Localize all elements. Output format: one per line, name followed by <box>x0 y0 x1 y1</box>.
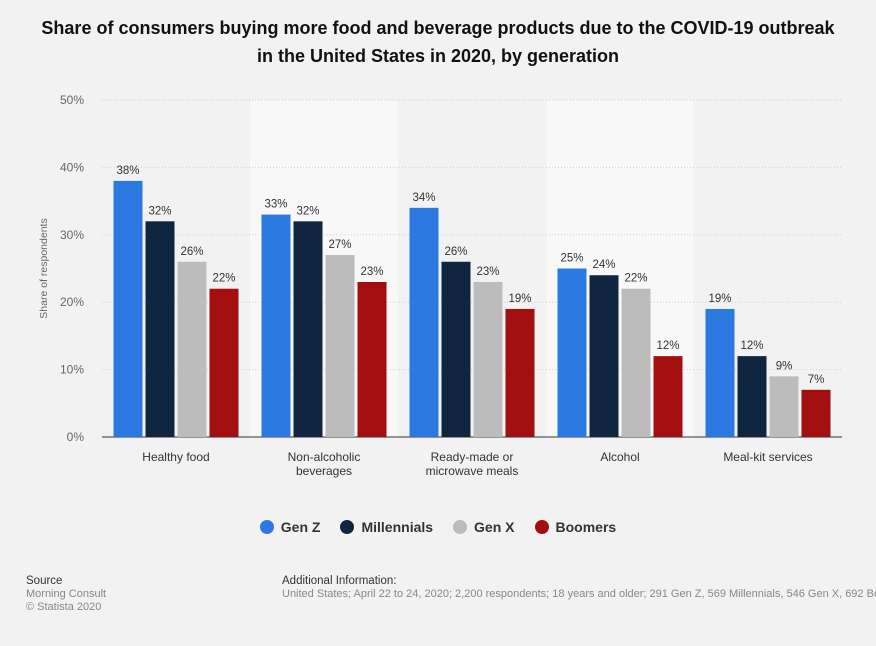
legend-marker <box>453 520 468 534</box>
data-label: 27% <box>328 239 351 251</box>
legend-marker <box>534 520 549 534</box>
source-block: Source Morning Consult © Statista 2020 <box>26 575 106 614</box>
bar-gen-x <box>177 261 207 437</box>
bar-gen-x <box>621 288 651 437</box>
data-label: 23% <box>476 266 499 278</box>
x-tick-label: Healthy food <box>142 450 209 464</box>
bar-millennials <box>441 261 471 437</box>
data-label: 19% <box>508 293 531 305</box>
x-tick-label: Meal-kit services <box>723 450 812 464</box>
data-label: 24% <box>592 259 615 271</box>
legend-item-boomers[interactable]: Boomers <box>534 519 617 535</box>
data-label: 23% <box>360 266 383 278</box>
bar-gen-x <box>473 281 503 437</box>
bar-gen-x <box>769 376 799 437</box>
data-label: 33% <box>264 199 287 211</box>
copyright-line: © Statista 2020 <box>26 601 102 613</box>
data-label: 32% <box>296 205 319 217</box>
bar-gen-z <box>261 214 291 437</box>
legend-label: Boomers <box>555 519 617 535</box>
legend-item-gen-x[interactable]: Gen X <box>453 519 515 535</box>
bar-gen-z <box>113 180 143 437</box>
chart-title: Share of consumers buying more food and … <box>41 18 835 66</box>
bar-millennials <box>737 356 767 437</box>
data-label: 22% <box>624 273 647 285</box>
legend-item-millennials[interactable]: Millennials <box>340 519 433 535</box>
bar-millennials <box>145 221 175 437</box>
data-label: 19% <box>708 293 731 305</box>
source-heading: Source <box>26 575 63 587</box>
bar-boomers <box>801 389 831 437</box>
additional-info-heading: Additional Information: <box>282 575 397 587</box>
y-tick-label: 40% <box>60 160 84 174</box>
y-tick-label: 30% <box>60 228 84 242</box>
data-label: 12% <box>740 340 763 352</box>
legend-label: Gen X <box>474 519 515 535</box>
bar-gen-z <box>409 207 439 437</box>
y-axis-title: Share of respondents <box>38 218 50 318</box>
source-line: Morning Consult <box>26 588 107 600</box>
y-tick-label: 20% <box>60 295 84 309</box>
x-tick-label: Ready-made or <box>431 450 514 464</box>
bar-gen-x <box>325 255 355 437</box>
bar-millennials <box>293 221 323 437</box>
data-label: 9% <box>776 360 793 372</box>
x-tick-label: beverages <box>296 464 352 478</box>
bar-boomers <box>653 356 683 437</box>
data-label: 32% <box>148 205 171 217</box>
legend-item-gen-z[interactable]: Gen Z <box>259 519 321 535</box>
x-tick-label: Alcohol <box>600 450 639 464</box>
bar-chart: 0% 10% 20% 30% 40% 50% Share of respondents 38%… <box>38 93 842 478</box>
y-tick-label: 50% <box>60 93 84 107</box>
x-tick-label: Non-alcoholic <box>288 450 361 464</box>
data-label: 26% <box>180 246 203 258</box>
additional-info-text: United States; April 22 to 24, 2020; 2,2… <box>282 588 876 600</box>
legend-label: Millennials <box>361 519 434 535</box>
y-tick-label: 10% <box>60 363 84 377</box>
data-label: 26% <box>444 246 467 258</box>
y-tick-label: 0% <box>67 430 85 444</box>
data-label: 34% <box>412 192 435 204</box>
data-label: 25% <box>560 253 583 265</box>
bar-gen-z <box>705 308 735 437</box>
bar-boomers <box>357 281 387 437</box>
bar-boomers <box>209 288 239 437</box>
data-label: 7% <box>808 374 825 386</box>
data-label: 38% <box>116 165 139 177</box>
legend-marker <box>340 520 355 534</box>
data-label: 22% <box>212 273 235 285</box>
data-label: 12% <box>656 340 679 352</box>
x-tick-label: microwave meals <box>426 464 519 478</box>
legend-label: Gen Z <box>280 519 321 535</box>
legend-marker <box>259 520 274 534</box>
chart-legend: Gen Z Millennials Gen X Boomers <box>0 519 876 535</box>
bar-millennials <box>589 275 619 437</box>
bar-gen-z <box>557 268 587 437</box>
bar-boomers <box>505 308 535 437</box>
additional-info-block: Additional Information: United States; A… <box>282 575 876 601</box>
